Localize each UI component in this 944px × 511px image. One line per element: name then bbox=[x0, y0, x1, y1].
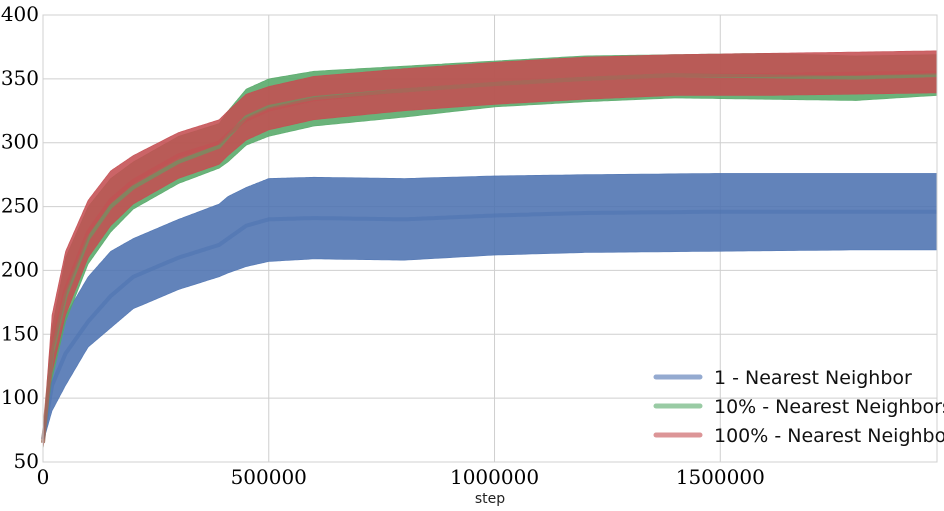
y-tick-label: 100 bbox=[1, 385, 39, 409]
legend-label: 10% - Nearest Neighbors bbox=[714, 396, 944, 418]
mean-line-3 bbox=[41, 70, 937, 444]
y-tick-label: 400 bbox=[1, 2, 39, 26]
y-tick-label: 250 bbox=[1, 194, 39, 218]
y-tick-label: 50 bbox=[14, 449, 39, 473]
y-tick-label: 200 bbox=[1, 257, 39, 281]
y-tick-label: 300 bbox=[1, 130, 39, 154]
y-tick-label: 350 bbox=[1, 66, 39, 90]
x-tick-label: 500000 bbox=[231, 465, 307, 489]
y-axis-ticks: 50 100 150 200 250 300 350 400 bbox=[1, 2, 39, 473]
mean-lines bbox=[41, 70, 938, 444]
legend-label: 100% - Nearest Neighbors bbox=[714, 425, 944, 447]
x-axis-ticks: 0 500000 1000000 1500000 bbox=[37, 465, 765, 489]
plot-frame bbox=[42, 14, 938, 463]
legend-label: 1 - Nearest Neighbor bbox=[714, 367, 912, 389]
x-axis-label: step bbox=[475, 491, 505, 507]
x-tick-label: 1500000 bbox=[676, 465, 765, 489]
mean-line-1 bbox=[41, 209, 937, 440]
legend: 1 - Nearest Neighbor 10% - Nearest Neighb… bbox=[653, 367, 944, 447]
x-tick-label: 1000000 bbox=[450, 465, 539, 489]
x-tick-label: 0 bbox=[37, 465, 50, 489]
y-tick-label: 150 bbox=[1, 321, 39, 345]
